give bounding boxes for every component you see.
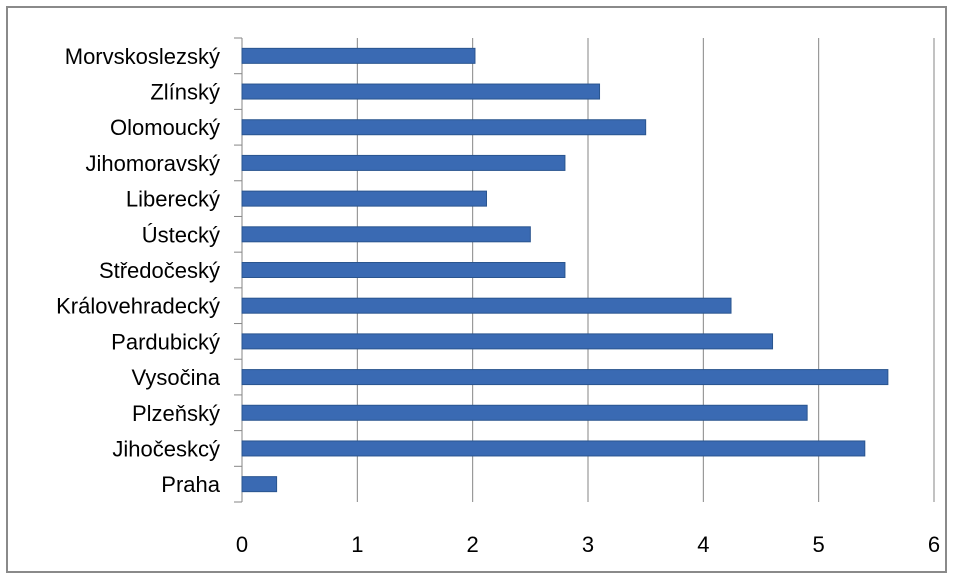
category-label: Jihočeskcý — [112, 436, 220, 461]
x-tick-label: 2 — [467, 532, 479, 557]
bar-6 — [241, 226, 531, 243]
category-label: Praha — [161, 472, 220, 497]
x-tick-label: 6 — [928, 532, 940, 557]
x-tick-label: 5 — [813, 532, 825, 557]
category-label: Středočeský — [99, 258, 220, 283]
chart-frame — [6, 6, 947, 573]
x-tick-label: 4 — [697, 532, 709, 557]
category-label: Ústecký — [142, 222, 220, 247]
bar-12 — [241, 440, 866, 457]
gridlines — [356, 38, 935, 502]
bar-8 — [241, 297, 732, 314]
bar-2 — [241, 83, 601, 100]
category-label: Pardubický — [111, 329, 220, 354]
bar-11 — [241, 404, 808, 421]
category-label: Liberecký — [126, 187, 220, 212]
x-tick-label: 3 — [582, 532, 594, 557]
x-tick-labels: 0 1 2 3 4 5 6 — [236, 532, 940, 557]
bar-1 — [241, 47, 476, 64]
category-label: Olomoucký — [110, 115, 220, 140]
axes — [234, 37, 243, 503]
bar-4 — [241, 154, 566, 171]
bar-9 — [241, 333, 774, 350]
category-label: Vysočina — [132, 365, 221, 390]
bars — [241, 47, 889, 493]
x-tick-label: 0 — [236, 532, 248, 557]
bar-7 — [241, 262, 566, 278]
x-tick-label: 1 — [351, 532, 363, 557]
category-label: Zlínský — [150, 80, 220, 105]
bar-10 — [241, 369, 889, 386]
category-label: Královehradecký — [56, 294, 220, 319]
category-label: Jihomoravský — [86, 151, 220, 176]
category-label: Morvskoslezský — [65, 44, 220, 69]
bar-13 — [241, 476, 278, 493]
category-label: Plzeňský — [132, 401, 220, 426]
bar-5 — [241, 190, 488, 207]
category-labels: Morvskoslezský Zlínský Olomoucký Jihomoravs… — [56, 44, 221, 497]
bar-3 — [241, 119, 647, 136]
